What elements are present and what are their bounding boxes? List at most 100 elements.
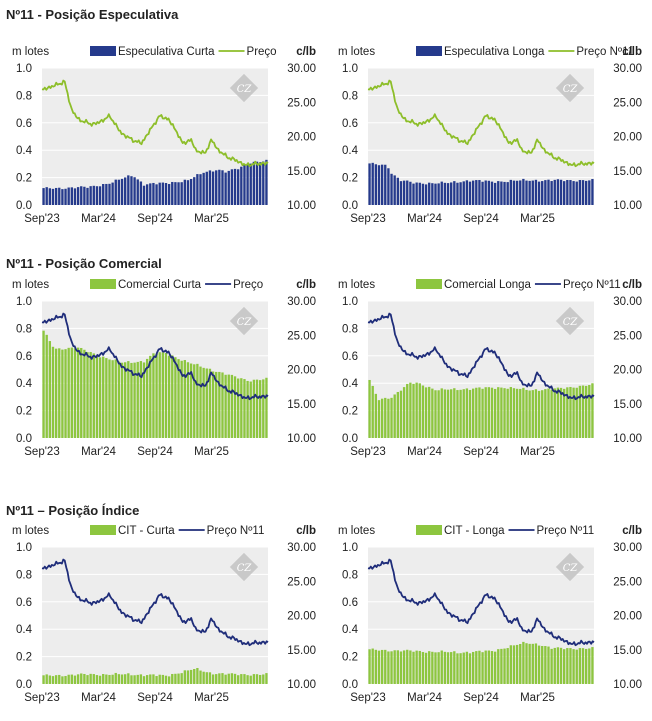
plot-area <box>42 68 268 205</box>
bar <box>531 390 534 438</box>
bar <box>54 187 58 205</box>
left-tick-label: 0.8 <box>16 569 32 581</box>
section-title-especulativa: Nº11 - Posição Especulativa <box>6 7 179 22</box>
bar <box>581 385 585 438</box>
left-tick-label: 1.0 <box>16 63 32 75</box>
bar <box>490 651 494 684</box>
bar <box>544 646 547 684</box>
bar <box>130 176 133 205</box>
bar <box>120 362 124 438</box>
legend-bar-label: Comercial Longa <box>444 279 532 291</box>
right-tick-label: 25.00 <box>613 576 642 588</box>
bar <box>227 374 230 438</box>
chart-especulativa-longa: CZ 1.0 0.8 0.6 0.4 0.2 0.0 30.00 25.00 20.00 15.00… <box>326 35 652 240</box>
bar <box>591 179 594 205</box>
right-tick-label: 30.00 <box>287 542 316 554</box>
bar <box>152 182 155 205</box>
bar <box>503 181 506 205</box>
legend-bar-swatch <box>90 525 116 535</box>
plot-area <box>368 547 594 684</box>
bar <box>440 650 443 684</box>
bar <box>180 182 183 205</box>
chart-cit-longa: CZ 1.0 0.8 0.6 0.4 0.2 0.0 30.00 25.00 20.00 15.00… <box>326 514 652 719</box>
bar <box>431 388 434 438</box>
bar <box>497 649 500 684</box>
bar <box>550 648 553 684</box>
bar <box>377 400 381 438</box>
bar <box>64 188 67 205</box>
bar <box>262 379 265 438</box>
watermark-logo: CZ <box>555 73 585 103</box>
bar <box>406 383 409 438</box>
bar <box>380 398 384 438</box>
bar <box>434 390 437 438</box>
bar <box>440 388 443 438</box>
bar <box>415 182 418 205</box>
bar <box>515 388 519 438</box>
bar <box>161 182 165 205</box>
bar <box>70 347 73 438</box>
bar <box>51 676 55 684</box>
bar <box>550 389 553 438</box>
left-tick-label: 0.2 <box>342 652 358 664</box>
bar <box>588 648 591 684</box>
bar <box>487 387 491 438</box>
bar <box>45 674 48 684</box>
price-line <box>367 79 595 168</box>
left-axis-unit: m lotes <box>338 279 375 291</box>
bar <box>265 159 268 205</box>
bar <box>136 179 139 205</box>
watermark-logo: CZ <box>229 552 259 582</box>
bar <box>208 170 212 205</box>
bar <box>434 652 437 684</box>
bar <box>581 648 585 684</box>
bar <box>393 394 396 438</box>
bar <box>67 187 70 205</box>
bar <box>158 182 161 205</box>
bar <box>503 648 506 684</box>
right-tick-label: 30.00 <box>613 542 642 554</box>
bar <box>202 172 205 205</box>
bar <box>566 180 569 205</box>
bar <box>541 390 544 438</box>
bar <box>167 676 171 684</box>
bar <box>450 389 453 438</box>
bar <box>196 174 199 205</box>
bar <box>409 181 412 205</box>
bar <box>108 674 111 684</box>
left-tick-label: 0.4 <box>342 378 359 390</box>
left-axis-unit: m lotes <box>338 525 375 537</box>
bar <box>205 171 208 205</box>
bar <box>127 361 130 438</box>
bar <box>114 359 117 438</box>
right-axis-unit: c/lb <box>622 279 642 291</box>
bar <box>519 180 522 205</box>
price-line <box>367 312 595 401</box>
right-tick-label: 15.00 <box>613 399 642 411</box>
left-axis-unit: m lotes <box>12 279 49 291</box>
bar <box>428 182 431 205</box>
bar <box>418 650 421 684</box>
bar <box>522 641 525 684</box>
bar <box>541 645 544 684</box>
bar <box>98 186 102 205</box>
bar <box>117 674 121 684</box>
left-tick-label: 0.0 <box>16 200 32 212</box>
bar <box>98 357 102 438</box>
bar <box>211 674 215 684</box>
bar <box>171 673 174 684</box>
bar <box>139 181 143 205</box>
right-tick-label: 10.00 <box>613 200 642 212</box>
bar <box>572 649 575 684</box>
bar <box>475 651 478 684</box>
left-tick-label: 0.4 <box>16 378 33 390</box>
bar <box>428 386 431 438</box>
x-tick-label: Mar'24 <box>407 692 442 704</box>
bar <box>136 674 139 684</box>
bar <box>487 180 491 205</box>
bar <box>572 387 575 438</box>
watermark-text: CZ <box>237 84 253 95</box>
watermark-text: CZ <box>563 84 579 95</box>
bar <box>484 180 487 205</box>
right-tick-label: 15.00 <box>287 166 316 178</box>
